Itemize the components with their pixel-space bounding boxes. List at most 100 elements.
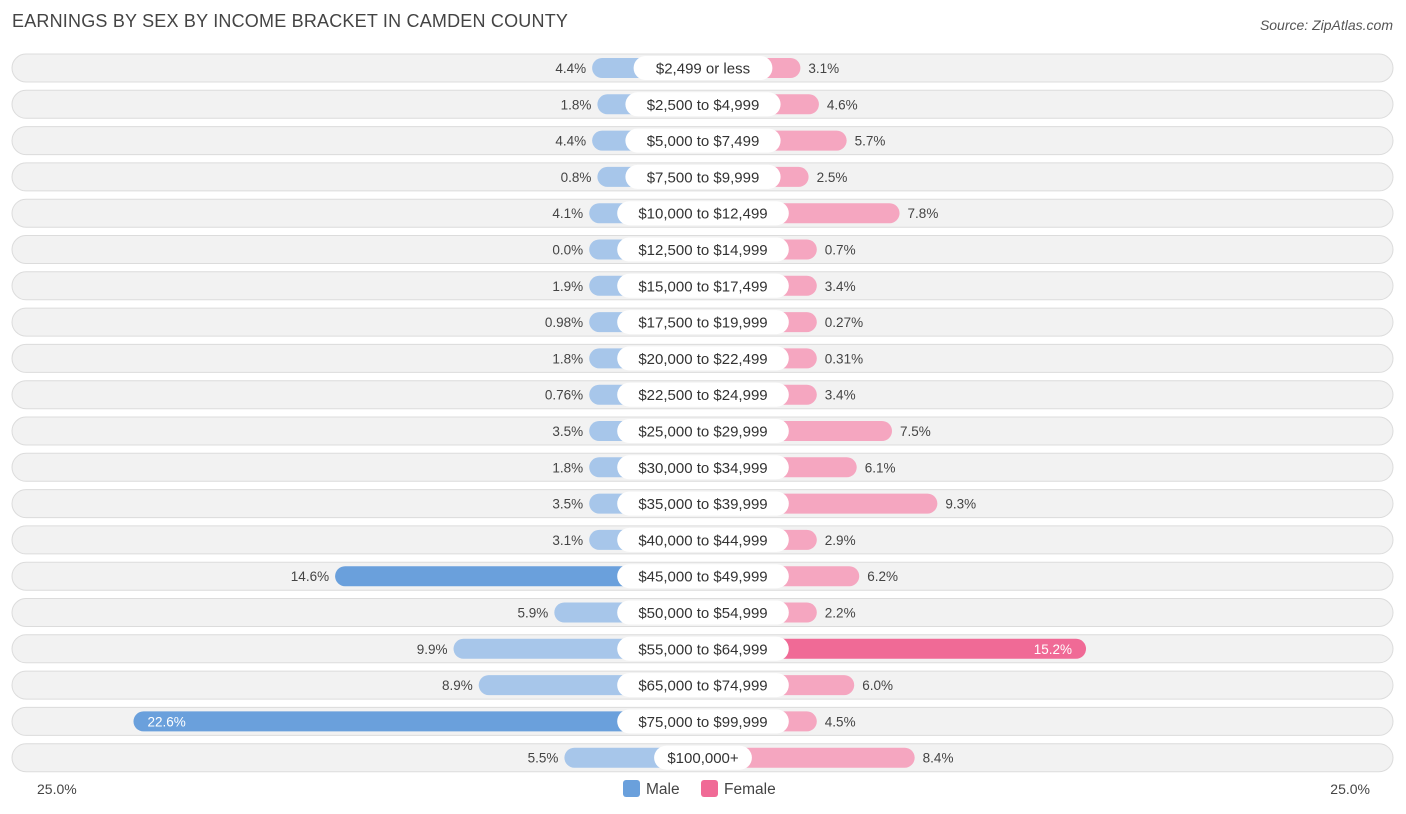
category-label: $17,500 to $19,999 — [638, 315, 767, 332]
value-label-female: 0.31% — [825, 351, 863, 366]
category-label: $35,000 to $39,999 — [638, 496, 767, 513]
value-label-male: 1.9% — [552, 279, 583, 294]
value-label-female: 0.27% — [825, 315, 863, 330]
category-pill — [617, 382, 789, 407]
category-pill — [617, 273, 789, 298]
chart-row: $2,499 or less 4.4% 3.1% — [11, 53, 1394, 83]
category-label: $45,000 to $49,999 — [638, 569, 767, 586]
value-label-male: 1.8% — [561, 97, 592, 112]
category-label: $40,000 to $44,999 — [638, 532, 767, 549]
chart-row: $50,000 to $54,999 5.9% 2.2% — [11, 598, 1394, 627]
chart-row: $7,500 to $9,999 0.8% 2.5% — [11, 162, 1394, 192]
value-label-female: 6.1% — [865, 460, 896, 475]
bar-male — [133, 711, 704, 732]
value-label-male: 3.1% — [552, 533, 583, 548]
value-label-female: 5.7% — [855, 134, 886, 149]
category-label: $22,500 to $24,999 — [638, 387, 767, 404]
legend-male-swatch — [623, 780, 640, 797]
legend-female-label: Female — [724, 781, 776, 798]
value-label-male: 5.5% — [528, 751, 559, 766]
category-pill — [617, 636, 789, 661]
chart-row: $2,500 to $4,999 1.8% 4.6% — [11, 89, 1394, 119]
category-pill — [625, 128, 781, 153]
legend-female-swatch — [701, 780, 718, 797]
category-label: $5,000 to $7,499 — [647, 133, 760, 150]
chart-row: $10,000 to $12,499 4.1% 7.8% — [11, 198, 1394, 228]
chart-row: $55,000 to $64,999 9.9% 15.2% — [11, 634, 1394, 664]
category-label: $12,500 to $14,999 — [638, 242, 767, 259]
chart-row: $15,000 to $17,499 1.9% 3.4% — [11, 271, 1394, 301]
category-pill — [625, 92, 781, 117]
value-label-female: 8.4% — [923, 751, 954, 766]
category-label: $10,000 to $12,499 — [638, 206, 767, 223]
category-label: $55,000 to $64,999 — [638, 641, 767, 658]
value-label-male: 0.0% — [552, 243, 583, 258]
bar-male — [335, 566, 703, 587]
category-label: $2,499 or less — [656, 61, 750, 78]
source-credit: Source: ZipAtlas.com — [1259, 17, 1393, 33]
value-label-female: 4.6% — [827, 97, 858, 112]
category-pill — [617, 455, 789, 480]
chart-row: $100,000+ 5.5% 8.4% — [11, 743, 1394, 773]
chart-row: $35,000 to $39,999 3.5% 9.3% — [11, 489, 1394, 519]
value-label-male: 3.5% — [552, 497, 583, 512]
category-pill — [633, 56, 773, 80]
chart-rows: $2,499 or less 4.4% 3.1% $2,500 to $4,999 1.… — [11, 53, 1394, 773]
value-label-female: 4.5% — [825, 714, 856, 729]
value-label-female: 3.4% — [825, 388, 856, 403]
category-pill — [617, 709, 789, 734]
category-pill — [617, 600, 789, 625]
value-label-male: 5.9% — [518, 606, 549, 621]
value-label-female: 6.0% — [862, 678, 893, 693]
category-label: $25,000 to $29,999 — [638, 424, 767, 441]
value-label-male: 1.8% — [552, 460, 583, 475]
value-label-male: 1.8% — [552, 351, 583, 366]
category-label: $30,000 to $34,999 — [638, 460, 767, 477]
category-pill — [617, 346, 789, 371]
category-label: $50,000 to $54,999 — [638, 605, 767, 622]
category-label: $7,500 to $9,999 — [647, 169, 760, 186]
value-label-female: 9.3% — [945, 497, 976, 512]
category-label: $20,000 to $22,499 — [638, 351, 767, 368]
category-pill — [625, 164, 781, 189]
value-label-male: 9.9% — [417, 642, 448, 657]
chart-row: $30,000 to $34,999 1.8% 6.1% — [11, 452, 1394, 482]
category-pill — [617, 419, 789, 443]
value-label-male: 14.6% — [291, 569, 329, 584]
category-label: $2,500 to $4,999 — [647, 97, 760, 114]
value-label-female: 2.2% — [825, 606, 856, 621]
value-label-female: 3.4% — [825, 279, 856, 294]
value-label-male: 0.98% — [545, 315, 583, 330]
value-label-female: 7.5% — [900, 424, 931, 439]
bar-female — [703, 747, 915, 768]
value-label-male: 0.76% — [545, 388, 583, 403]
category-pill — [617, 201, 789, 226]
category-label: $100,000+ — [667, 750, 739, 767]
axis-label-right: 25.0% — [1330, 781, 1370, 797]
chart-row: $40,000 to $44,999 3.1% 2.9% — [11, 525, 1394, 555]
chart-row: $5,000 to $7,499 4.4% 5.7% — [11, 126, 1394, 156]
chart-row: $65,000 to $74,999 8.9% 6.0% — [11, 670, 1394, 700]
chart-row: $75,000 to $99,999 22.6% 4.5% — [11, 706, 1394, 736]
category-pill — [617, 564, 789, 589]
value-label-male: 3.5% — [552, 424, 583, 439]
category-label: $65,000 to $74,999 — [638, 678, 767, 695]
category-pill — [617, 237, 789, 262]
bar-female — [703, 638, 1087, 659]
value-label-female: 2.9% — [825, 533, 856, 548]
chart-row: $20,000 to $22,499 1.8% 0.31% — [11, 343, 1394, 373]
value-label-male: 22.6% — [147, 714, 185, 729]
axis-label-left: 25.0% — [37, 781, 77, 797]
value-label-male: 4.4% — [555, 134, 586, 149]
legend-male-label: Male — [646, 781, 680, 798]
value-label-female: 15.2% — [1034, 642, 1072, 657]
value-label-female: 7.8% — [908, 206, 939, 221]
value-label-male: 8.9% — [442, 678, 473, 693]
value-label-female: 2.5% — [817, 170, 848, 185]
category-pill — [654, 745, 752, 770]
chart-title: EARNINGS BY SEX BY INCOME BRACKET IN CAM… — [12, 11, 569, 31]
chart-row: $17,500 to $19,999 0.98% 0.27% — [11, 307, 1394, 337]
chart-row: $12,500 to $14,999 0.0% 0.7% — [11, 235, 1394, 264]
chart-row: $22,500 to $24,999 0.76% 3.4% — [11, 380, 1394, 410]
